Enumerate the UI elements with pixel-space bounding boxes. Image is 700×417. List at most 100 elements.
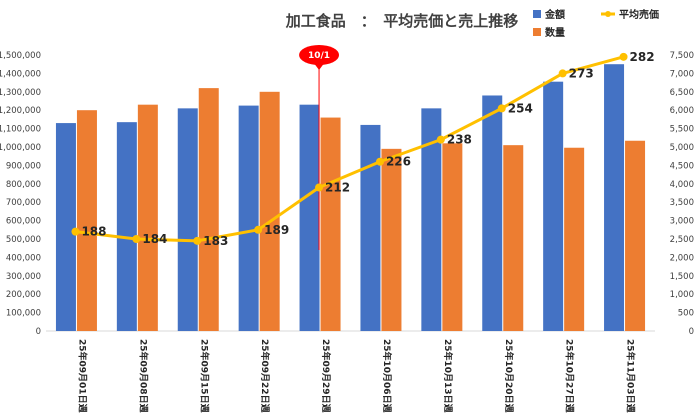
bar-amount [55, 123, 76, 331]
point-avg-price [375, 157, 384, 166]
y-right-tick-label: 6,000 [670, 106, 694, 116]
y-left-tick-label: 600,000 [6, 217, 41, 227]
point-avg-price [132, 235, 141, 243]
bar-quantity [442, 143, 463, 331]
y-right-tick-label: 5,500 [670, 125, 694, 135]
bar-quantity [625, 140, 646, 331]
point-avg-price [193, 236, 202, 245]
y-left-tick-label: 1,500,000 [0, 51, 41, 61]
y-right-tick-label: 7,500 [670, 51, 694, 61]
bar-quantity [564, 147, 585, 331]
bar-amount [604, 64, 625, 331]
y-right-tick-label: 2,000 [670, 253, 694, 263]
data-label-avg-price: 212 [325, 180, 350, 194]
line-avg-price [75, 55, 624, 243]
bar-amount [116, 122, 137, 331]
data-labels: 188 184 183 189 212 226 238 254 273 282 [81, 50, 654, 248]
x-tick-label: 25年09月15日週 [198, 339, 210, 414]
bar-amount [177, 108, 198, 331]
y-left-tick-label: 200,000 [6, 290, 41, 300]
y-left-tick-label: 900,000 [6, 161, 41, 171]
data-label-avg-price: 282 [630, 50, 655, 64]
x-tick-label: 25年11月03日週 [625, 339, 637, 414]
date-marker: 10/1 [299, 45, 340, 250]
legend-label-avg-price: 平均売価 [619, 8, 659, 21]
data-label-avg-price: 238 [447, 133, 472, 147]
y-left-tick-label: 100,000 [6, 309, 41, 319]
x-tick-label: 25年10月20日週 [503, 339, 515, 414]
data-label-avg-price: 254 [508, 101, 533, 115]
y-left-tick-label: 300,000 [6, 272, 41, 282]
point-avg-price [619, 52, 628, 61]
y-right-tick-label: 3,000 [670, 217, 694, 227]
x-tick-label: 25年09月01日週 [76, 339, 88, 414]
x-tick-label: 25年10月27日週 [564, 339, 576, 414]
y-left-tick-label: 1,400,000 [0, 69, 41, 79]
legend-label-quantity: 数量 [545, 26, 565, 39]
y-right-tick-label: 4,000 [670, 180, 694, 190]
data-label-avg-price: 184 [142, 232, 167, 246]
axes: 0 100,000 200,000 300,000 400,000 500,000 600,… [0, 51, 694, 414]
y-right-tick-label: 1,000 [670, 290, 694, 300]
bar-amount [238, 105, 259, 331]
data-label-avg-price: 188 [81, 225, 106, 239]
y-left-tick-label: 1,100,000 [0, 125, 41, 135]
y-right-tick-label: 500 [678, 309, 694, 319]
bar-quantity [76, 110, 97, 331]
point-avg-price [71, 227, 80, 236]
bar-quantity [320, 117, 341, 331]
date-marker-badge [299, 45, 340, 65]
legend-label-amount: 金額 [544, 8, 565, 21]
bar-amount [543, 81, 564, 332]
y-right-tick-label: 7,000 [670, 69, 694, 79]
y-right-tick-label: 5,000 [670, 143, 694, 153]
y-right-tick-label: 4,500 [670, 161, 694, 171]
legend-swatch-avg-price-marker [605, 11, 611, 17]
bar-quantity [503, 145, 524, 331]
legend: 金額 平均売価 数量 [533, 8, 659, 39]
point-avg-price [315, 183, 324, 192]
bar-amount [360, 124, 381, 331]
bar-amount [299, 104, 320, 332]
series-quantity-bars [76, 88, 646, 332]
y-left-tick-label: 500,000 [6, 235, 41, 245]
y-right-tick-label: 1,500 [670, 272, 694, 282]
y-left-tick-label: 1,200,000 [0, 106, 41, 116]
y-right-tick-label: 3,500 [670, 198, 694, 208]
y-left-tick-label: 0 [36, 327, 41, 337]
bar-amount [482, 95, 503, 331]
point-avg-price [497, 104, 506, 113]
bar-amount [421, 108, 442, 331]
bar-quantity [381, 148, 402, 331]
y-left-tick-label: 700,000 [6, 198, 41, 208]
data-label-avg-price: 273 [569, 66, 594, 80]
y-left-tick-label: 400,000 [6, 253, 41, 263]
data-label-avg-price: 226 [386, 155, 411, 169]
y-right-tick-label: 0 [689, 327, 694, 337]
series-avg-price-line [71, 52, 628, 245]
x-tick-label: 25年09月29日週 [320, 339, 332, 414]
y-left-tick-label: 1,000,000 [0, 143, 41, 153]
bar-quantity [198, 88, 219, 332]
y-right-tick-label: 2,500 [670, 235, 694, 245]
bar-quantity [137, 104, 158, 332]
date-marker-label: 10/1 [308, 51, 330, 61]
point-avg-price [254, 225, 263, 234]
y-right-tick-label: 6,500 [670, 88, 694, 98]
y-left-tick-label: 800,000 [6, 180, 41, 190]
x-tick-label: 25年09月22日週 [259, 339, 271, 414]
x-tick-label: 25年09月08日週 [137, 339, 149, 414]
bar-quantity [259, 91, 280, 331]
x-tick-label: 25年10月13日週 [442, 339, 454, 414]
x-tick-label: 25年10月06日週 [381, 339, 393, 414]
point-avg-price [436, 135, 445, 144]
series-amount-bars [55, 64, 625, 332]
y-left-tick-label: 1,300,000 [0, 88, 41, 98]
data-label-avg-price: 183 [203, 234, 228, 248]
data-label-avg-price: 189 [264, 223, 289, 237]
legend-swatch-amount [533, 10, 541, 18]
chart-title: 加工食品 ： 平均売価と売上推移 [285, 12, 519, 30]
legend-swatch-quantity [533, 28, 541, 36]
